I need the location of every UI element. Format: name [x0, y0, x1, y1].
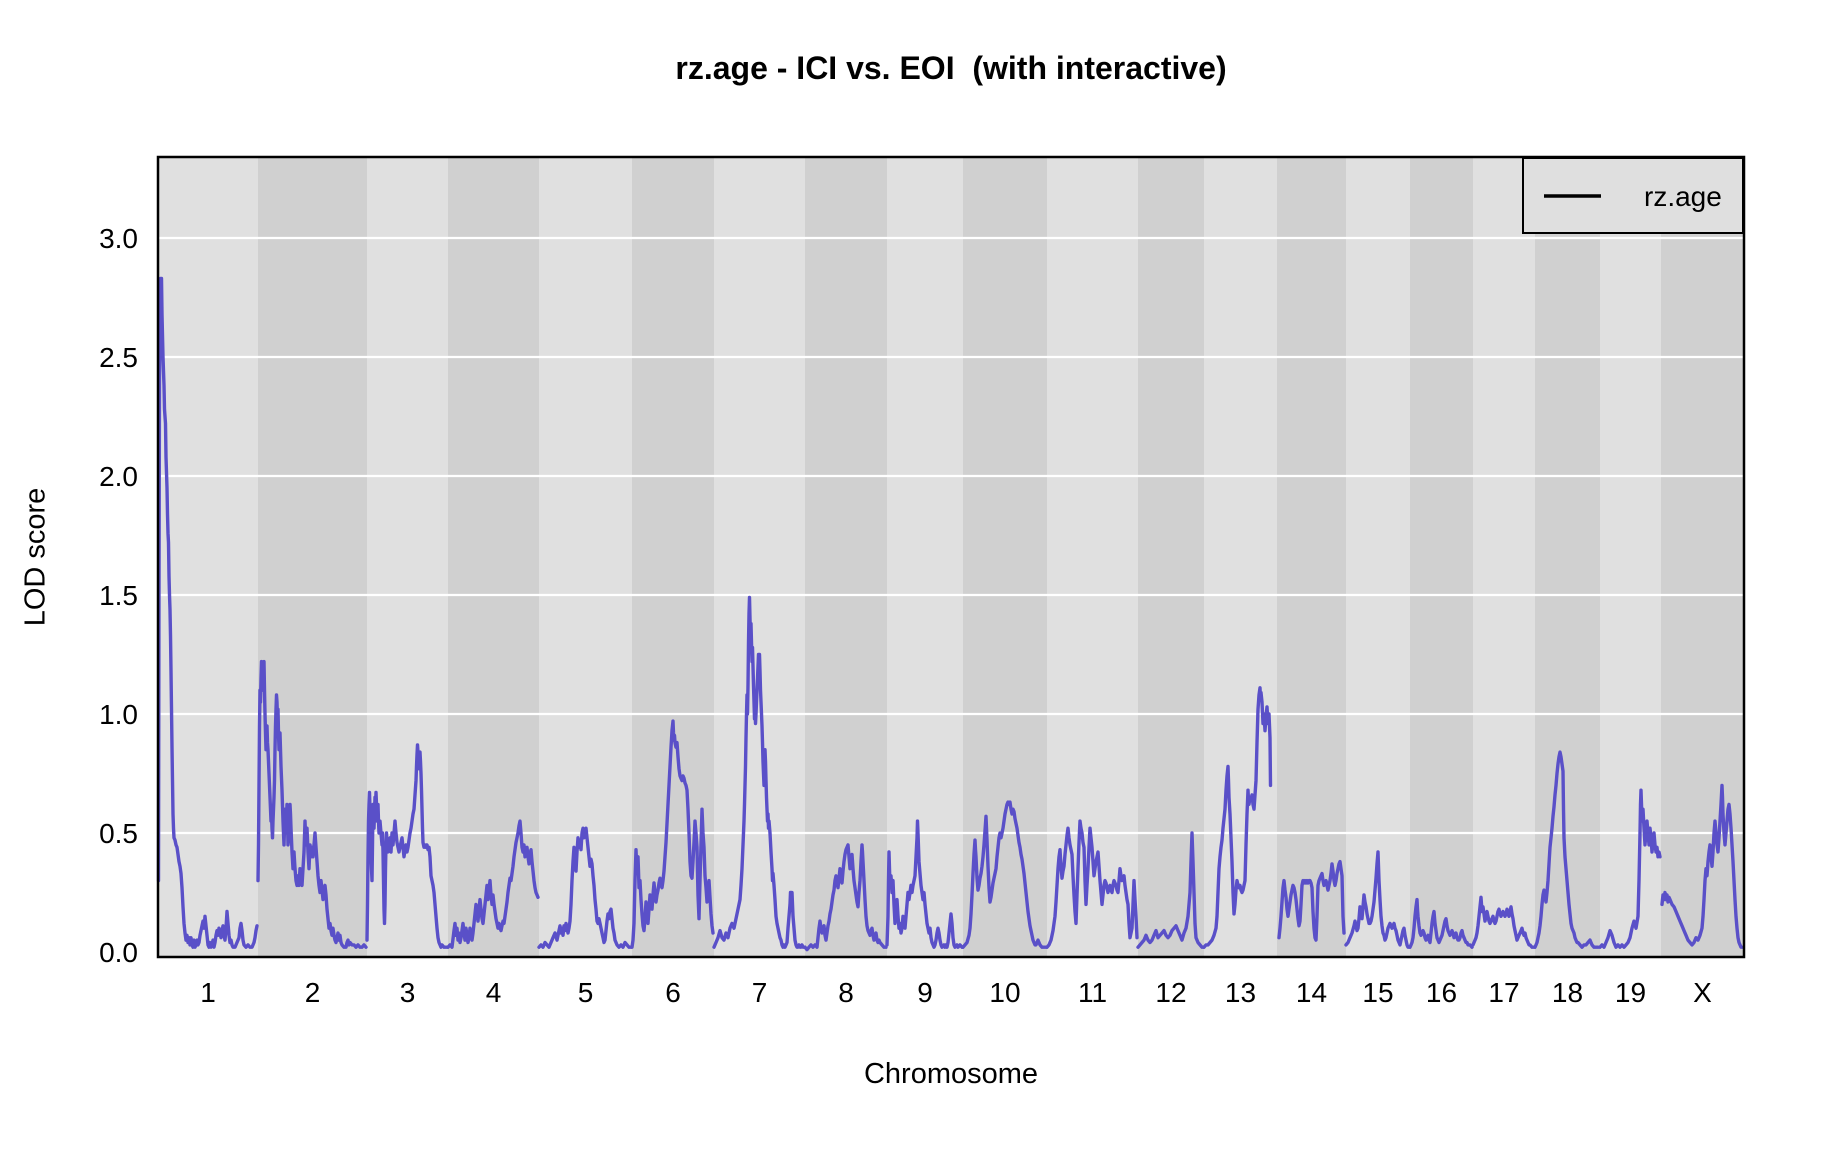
x-tick-label-13: 13	[1225, 977, 1256, 1008]
lod-trace-chr-16	[1408, 897, 1474, 949]
x-tick-label-19: 19	[1615, 977, 1646, 1008]
lod-trace-chr-12	[1136, 831, 1205, 949]
y-tick-label-2.5: 2.5	[99, 342, 138, 373]
chromosome-band-11	[1047, 157, 1138, 957]
chromosome-band-9	[887, 157, 963, 957]
chart-title: rz.age - ICI vs. EOI (with interactive)	[675, 50, 1227, 86]
lod-trace-chr-1	[156, 276, 259, 949]
y-axis-title: LOD score	[19, 487, 52, 627]
y-tick-label-0.5: 0.5	[99, 818, 138, 849]
x-tick-label-14: 14	[1296, 977, 1327, 1008]
lod-trace-chr-9	[885, 819, 964, 949]
lod-trace-chr-11	[1045, 819, 1139, 949]
lod-traces	[156, 276, 1744, 952]
lod-trace-chr-17	[1471, 895, 1536, 949]
x-tick-label-5: 5	[578, 977, 594, 1008]
chromosome-band-13	[1204, 157, 1277, 957]
x-tick-label-2: 2	[305, 977, 321, 1008]
lod-trace-chr-10	[961, 800, 1048, 949]
lod-trace-chr-X	[1660, 783, 1744, 949]
lod-trace-chr-3	[365, 743, 449, 949]
x-tick-label-16: 16	[1426, 977, 1457, 1008]
x-tick-label-X: X	[1693, 977, 1712, 1008]
x-tick-label-11: 11	[1078, 977, 1107, 1008]
x-tick-label-12: 12	[1155, 977, 1186, 1008]
lod-trace-chr-6	[630, 719, 715, 949]
gridlines	[158, 236, 1744, 835]
x-tick-label-3: 3	[400, 977, 416, 1008]
chromosome-band-17	[1473, 157, 1535, 957]
chromosome-band-18	[1535, 157, 1600, 957]
chromosome-band-2	[258, 157, 367, 957]
y-tick-label-3.0: 3.0	[99, 223, 138, 254]
lod-trace-chr-4	[446, 819, 540, 949]
x-tick-label-15: 15	[1362, 977, 1393, 1008]
y-tick-label-0.0: 0.0	[99, 937, 138, 968]
x-tick-label-10: 10	[989, 977, 1020, 1008]
chromosome-band-12	[1138, 157, 1204, 957]
lod-trace-chr-14	[1277, 859, 1346, 942]
chromosome-band-7	[714, 157, 805, 957]
lod-trace-chr-2	[256, 659, 368, 949]
lod-trace-chr-18	[1533, 750, 1600, 949]
x-tick-label-1: 1	[200, 977, 216, 1008]
plot-border	[156, 155, 1746, 959]
x-tick-label-17: 17	[1488, 977, 1519, 1008]
chromosome-band-10	[963, 157, 1047, 957]
chromosome-band-19	[1600, 157, 1661, 957]
lod-trace-chr-7	[712, 595, 806, 949]
x-tick-label-18: 18	[1552, 977, 1583, 1008]
chromosome-band-4	[448, 157, 539, 957]
y-tick-label-1.0: 1.0	[99, 699, 138, 730]
lod-trace-chr-8	[803, 843, 888, 952]
x-axis-title: Chromosome	[863, 1058, 1039, 1090]
y-tick-label-1.5: 1.5	[99, 580, 138, 611]
legend: rz.age	[1522, 157, 1744, 234]
chromosome-band-3	[367, 157, 448, 957]
chromosome-band-5	[539, 157, 632, 957]
lod-trace-chr-5	[537, 826, 633, 949]
lod-trace-chr-13	[1202, 686, 1273, 949]
axis-tick-labels: 1 2 3 4 5 6 7 8 9 10 11 12 13 14 15 16 17 18 19 X0.00.51.01…	[99, 223, 1712, 1008]
chromosome-band-8	[805, 157, 887, 957]
x-tick-label-9: 9	[917, 977, 933, 1008]
x-tick-label-4: 4	[486, 977, 502, 1008]
lod-trace-chr-19	[1598, 788, 1662, 949]
chromosome-band-16	[1410, 157, 1473, 957]
x-tick-label-6: 6	[665, 977, 681, 1008]
chromosome-band-15	[1346, 157, 1410, 957]
x-tick-label-8: 8	[838, 977, 854, 1008]
chromosome-band-14	[1277, 157, 1346, 957]
lod-trace-chr-15	[1344, 850, 1411, 949]
chromosome-bands	[158, 157, 1744, 957]
y-tick-label-2.0: 2.0	[99, 461, 138, 492]
x-tick-label-7: 7	[752, 977, 768, 1008]
legend-label: rz.age	[1644, 181, 1722, 212]
